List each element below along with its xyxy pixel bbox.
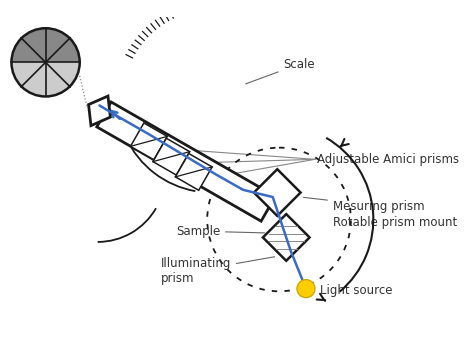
Wedge shape (11, 28, 80, 62)
Polygon shape (175, 154, 212, 190)
Polygon shape (89, 96, 110, 126)
Circle shape (297, 280, 315, 298)
Text: Rotable prism mount: Rotable prism mount (333, 216, 457, 229)
Wedge shape (11, 62, 80, 96)
Text: Sample: Sample (176, 225, 264, 238)
Polygon shape (130, 123, 167, 160)
Text: Light source: Light source (320, 284, 393, 297)
Text: Illuminating
prism: Illuminating prism (161, 256, 274, 285)
Text: Adjustable Amici prisms: Adjustable Amici prisms (317, 153, 459, 166)
Polygon shape (97, 102, 275, 221)
Polygon shape (254, 169, 301, 216)
Polygon shape (263, 214, 310, 261)
Text: Scale: Scale (246, 58, 315, 84)
Text: Mesuring prism: Mesuring prism (303, 197, 425, 212)
Polygon shape (153, 138, 190, 175)
